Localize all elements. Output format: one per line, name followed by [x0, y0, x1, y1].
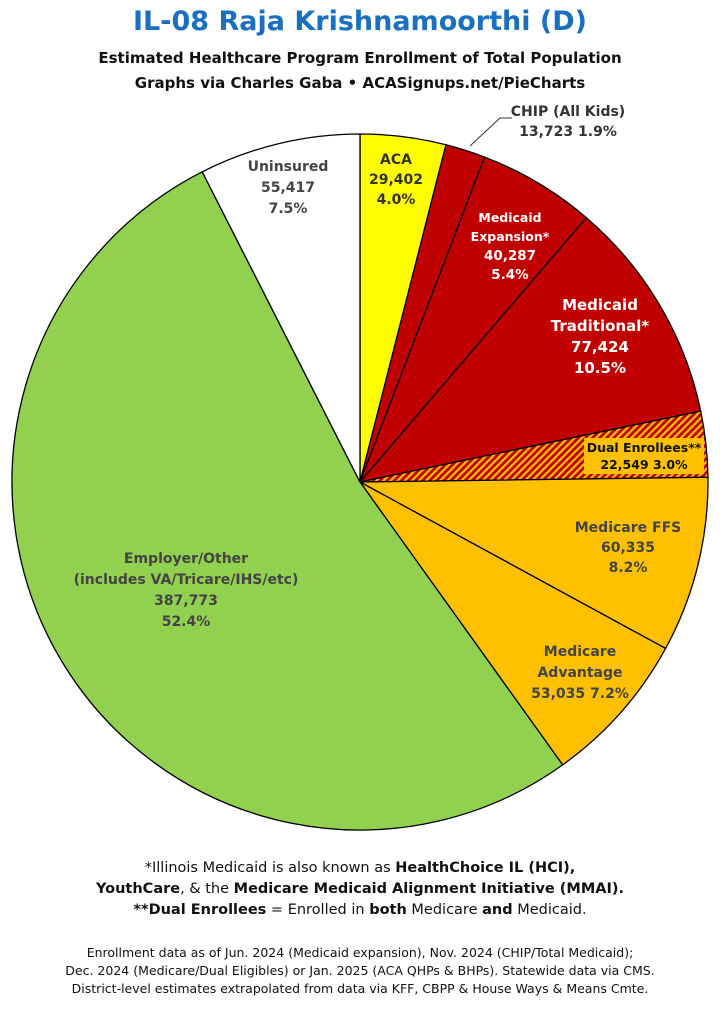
- slice-label-uninsured: Uninsured 55,417 7.5%: [248, 159, 329, 217]
- slice-label-line: 22,549 3.0%: [600, 457, 688, 472]
- slice-label-line: ACA: [380, 152, 412, 168]
- dual-enrollees-label-box: [584, 438, 704, 474]
- footnote-1-line2: YouthCare, & the Medicare Medicaid Align…: [95, 881, 625, 897]
- slice-label-line: Uninsured: [248, 159, 329, 175]
- footnote-1-line1: *Illinois Medicaid is also known as Heal…: [144, 860, 576, 876]
- pie-slice-medicaid-traditional: [358, 216, 702, 484]
- slice-label-line: 52.4%: [162, 614, 211, 630]
- slice-label-line: Expansion*: [471, 229, 550, 244]
- slice-label-medicare-advantage: Medicare Advantage 53,035 7.2%: [531, 644, 629, 702]
- slice-label-line: 53,035 7.2%: [531, 686, 629, 702]
- pie-slice-medicare-ffs: [357, 476, 709, 650]
- slice-label-line: 8.2%: [609, 560, 648, 576]
- slice-label-line: CHIP (All Kids): [511, 104, 625, 120]
- chart-title: IL-08 Raja Krishnamoorthi (D): [133, 6, 587, 37]
- slice-label-line: 5.4%: [491, 267, 529, 283]
- slice-label-dual-enrollees: Dual Enrollees** 22,549 3.0%: [587, 440, 702, 472]
- slice-label-line: 10.5%: [574, 359, 626, 377]
- slice-label-medicaid-traditional: Medicaid Traditional* 77,424 10.5%: [551, 296, 650, 377]
- slice-label-line: Traditional*: [551, 317, 650, 335]
- slice-label-employer-other-includes-va-tricare-ihs-etc: Employer/Other (includes VA/Tricare/IHS/e…: [74, 551, 299, 630]
- slice-label-line: 77,424: [571, 338, 629, 356]
- slice-label-line: 13,723 1.9%: [519, 124, 617, 140]
- source-footer: Enrollment data as of Jun. 2024 (Medicai…: [0, 944, 720, 998]
- pie-chart: ACA 29,402 4.0% CHIP (All Kids) 13,723 1.9% M…: [11, 104, 709, 831]
- slice-label-line: Medicaid: [478, 210, 541, 225]
- pie-slice-uninsured: [201, 133, 361, 483]
- source-line-1: Enrollment data as of Jun. 2024 (Medicai…: [86, 945, 634, 960]
- slice-label-line: 55,417: [261, 180, 315, 196]
- slice-label-line: Medicare FFS: [575, 520, 681, 536]
- slice-label-line: 29,402: [369, 172, 423, 188]
- slice-label-line: 4.0%: [377, 192, 416, 208]
- slice-label-line: (includes VA/Tricare/IHS/etc): [74, 572, 299, 588]
- chip-leader-line: [469, 117, 512, 147]
- pie-slice-employer-other-includes-va-tricare-ihs-etc: [11, 170, 564, 831]
- footnotes: *Illinois Medicaid is also known as Heal…: [0, 858, 720, 921]
- slice-label-line: Medicare: [544, 644, 616, 660]
- pie-slice-medicare-advantage: [359, 481, 667, 766]
- slice-label-line: Advantage: [537, 665, 622, 681]
- slice-label-line: 387,773: [154, 593, 218, 609]
- slice-label-medicare-ffs: Medicare FFS 60,335 8.2%: [575, 520, 681, 576]
- chart-credit: Graphs via Charles Gaba • ACASignups.net…: [134, 74, 586, 92]
- slice-label-aca: ACA 29,402 4.0%: [369, 152, 423, 208]
- slice-label-line: Employer/Other: [124, 551, 248, 567]
- slice-label-line: 60,335: [601, 540, 655, 556]
- footnote-2: **Dual Enrollees = Enrolled in both Medi…: [133, 902, 587, 918]
- slice-label-line: 40,287: [484, 248, 536, 264]
- source-line-2: Dec. 2024 (Medicare/Dual Eligibles) or J…: [65, 963, 655, 978]
- chart-subtitle: Estimated Healthcare Program Enrollment …: [98, 49, 622, 67]
- slice-label-chip-all-kids: CHIP (All Kids) 13,723 1.9%: [511, 104, 625, 140]
- slice-label-medicaid-expansion: Medicaid Expansion* 40,287 5.4%: [471, 210, 550, 283]
- slice-label-line: Medicaid: [562, 296, 638, 314]
- source-line-3: District-level estimates extrapolated fr…: [71, 981, 649, 996]
- slice-label-line: 7.5%: [269, 201, 308, 217]
- slice-label-line: Dual Enrollees**: [587, 440, 702, 455]
